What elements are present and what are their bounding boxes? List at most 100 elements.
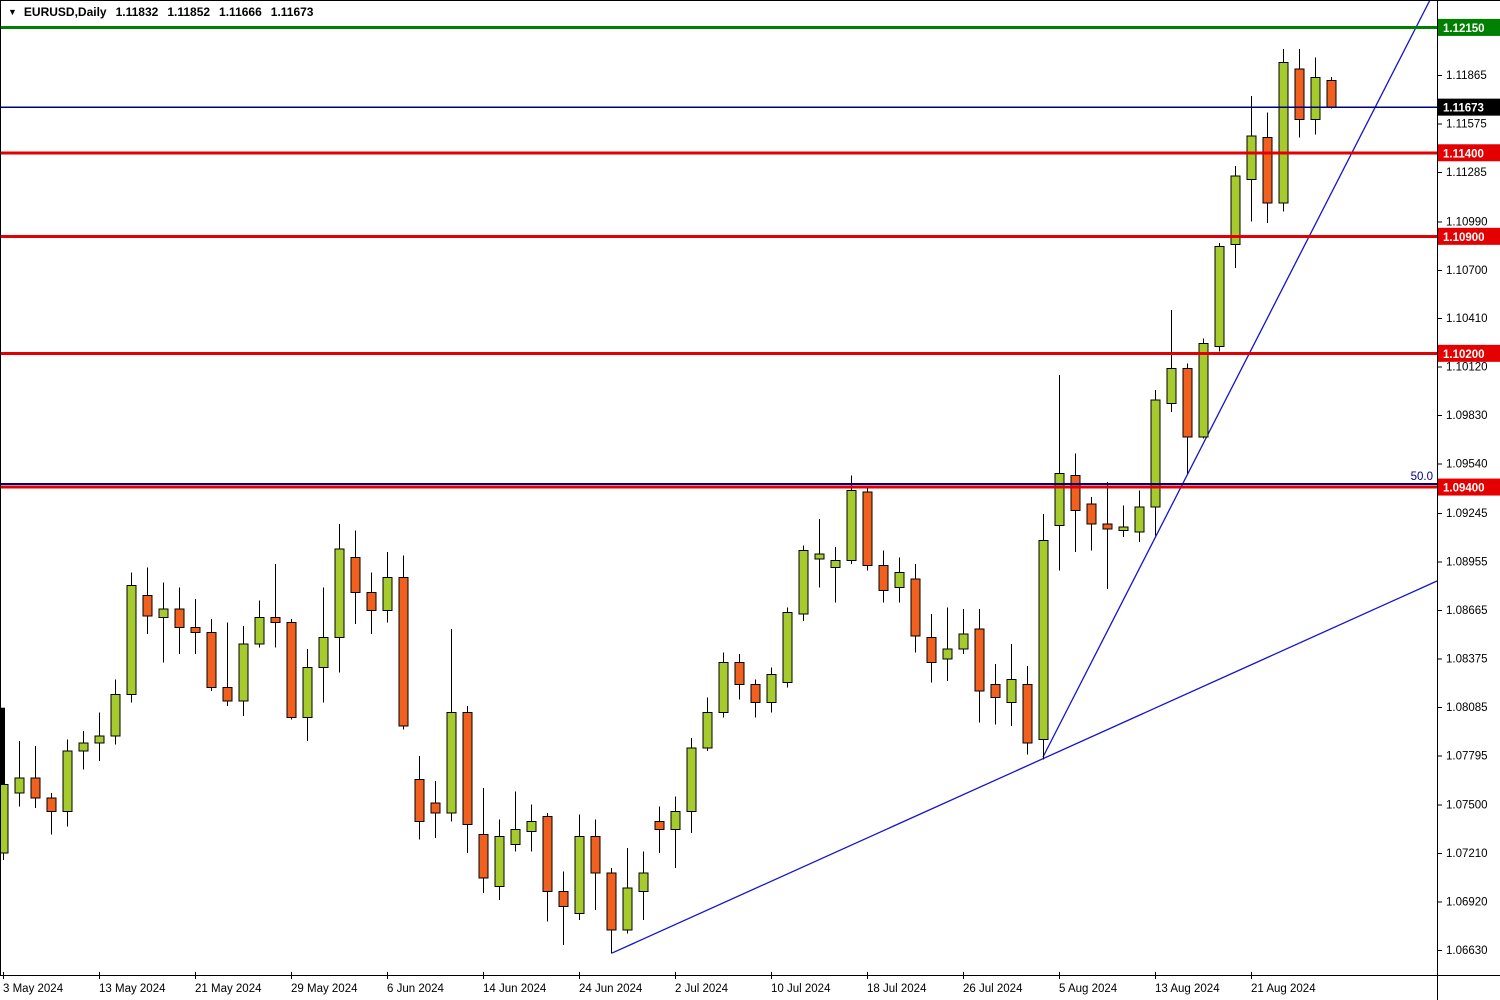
candle-15-aug: [1182, 367, 1193, 438]
candle-14-aug: [1166, 367, 1177, 404]
candle-7-jun: [398, 576, 409, 727]
price-tick-label: 1.11285: [1446, 167, 1487, 179]
candle-12-aug: [1134, 506, 1145, 533]
candle-9-jul: [750, 683, 761, 704]
steep-trendline[interactable]: [1042, 0, 1431, 758]
price-tick-label: 1.09830: [1446, 410, 1488, 422]
chart-header: ▼ EURUSD,Daily 1.11832 1.11852 1.11666 1.1167…: [8, 3, 313, 21]
candle-28-may: [270, 616, 281, 623]
candle-19-jun: [526, 820, 537, 832]
candle-26-jul: [958, 633, 969, 650]
price-level-badge: [1438, 98, 1500, 116]
candle-23-may: [222, 687, 233, 702]
candle-5-aug: [1054, 473, 1065, 526]
candle-27-aug: [1310, 77, 1321, 120]
date-tick-label: 26 Jul 2024: [963, 983, 1023, 995]
candle-28-jun: [638, 872, 649, 893]
price-badge-label: 1.12150: [1443, 23, 1485, 35]
candle-18-jun: [510, 829, 521, 846]
price-badge-label: 1.10200: [1443, 349, 1485, 361]
price-badge-label: 1.10900: [1443, 232, 1485, 244]
symbol-dropdown-icon[interactable]: ▼: [8, 6, 17, 17]
date-tick-label: 2 Jul 2024: [675, 983, 729, 995]
price-tick-label: 1.08955: [1446, 556, 1488, 568]
candle-24-may: [238, 643, 249, 702]
candle-13-may: [94, 735, 105, 744]
price-tick-label: 1.08375: [1446, 653, 1488, 665]
price-tick-label: 1.10120: [1446, 362, 1488, 374]
candle-22-jul: [894, 571, 905, 588]
symbol-period-label: EURUSD,Daily: [23, 5, 107, 19]
candle-31-jul: [1006, 678, 1017, 704]
candle-11-jul: [782, 611, 793, 684]
price-level-badge: [1438, 478, 1500, 496]
candle-6-jun: [382, 576, 393, 612]
date-tick-label: 5 Aug 2024: [1059, 983, 1118, 995]
candle-16-aug: [1198, 342, 1209, 438]
candle-10-jul: [766, 673, 777, 704]
candle-20-may: [174, 608, 185, 628]
candle-3-jul: [686, 747, 697, 812]
candle-17-jun: [494, 835, 505, 888]
candle-28-aug: [1326, 80, 1337, 108]
candle-27-jun: [622, 887, 633, 931]
candle-3-jun: [334, 548, 345, 638]
candle-8-aug: [1102, 523, 1113, 530]
candle-21-may: [190, 626, 201, 633]
candle-24-jul: [926, 636, 937, 664]
date-tick-label: 18 Jul 2024: [867, 983, 927, 995]
candle-3-may: [0, 784, 9, 854]
price-level-badge: [1438, 344, 1500, 362]
candle-13-jun: [462, 712, 473, 826]
price-tick-label: 1.09540: [1446, 459, 1488, 471]
candle-7-may: [30, 777, 41, 799]
price-badge-label: 1.09400: [1443, 483, 1485, 495]
candle-1-aug: [1022, 683, 1033, 744]
candle-20-jun: [542, 815, 553, 893]
date-tick-label: 3 May 2024: [3, 983, 64, 995]
price-tick-label: 1.07210: [1446, 848, 1488, 860]
price-tick-label: 1.06920: [1446, 897, 1488, 909]
candle-18-jul: [862, 491, 873, 567]
candle-20-aug: [1230, 175, 1241, 246]
candle-16-may: [142, 595, 153, 617]
quote-close: 1.11673: [270, 5, 314, 19]
candle-27-may: [254, 616, 265, 645]
candle-9-aug: [1118, 526, 1129, 532]
price-level-badge: [1438, 18, 1500, 36]
price-tick-label: 1.08085: [1446, 702, 1488, 714]
candle-21-jun: [558, 891, 569, 908]
date-tick-label: 21 Aug 2024: [1251, 983, 1316, 995]
candle-25-jun: [590, 835, 601, 874]
candle-10-may: [78, 742, 89, 752]
candle-10-jun: [414, 779, 425, 822]
candle-19-jul: [878, 565, 889, 592]
date-tick-label: 13 Aug 2024: [1155, 983, 1220, 995]
price-tick-label: 1.10410: [1446, 313, 1488, 325]
candle-4-jul: [702, 712, 713, 749]
quote-low: 1.11666: [219, 5, 262, 19]
candle-6-aug: [1070, 474, 1081, 511]
support-trendline[interactable]: [611, 580, 1438, 954]
date-tick-label: 13 May 2024: [99, 983, 166, 995]
candle-12-jul: [798, 550, 809, 615]
candle-13-aug: [1150, 399, 1161, 508]
candle-8-may: [46, 797, 57, 812]
price-level-badge: [1438, 144, 1500, 162]
candle-16-jul: [830, 560, 841, 568]
price-level-badge: [1438, 227, 1500, 245]
price-tick-label: 1.06630: [1446, 945, 1488, 957]
candle-11-jun: [430, 802, 441, 814]
candle-5-jul: [718, 662, 729, 714]
candle-5-jun: [366, 591, 377, 612]
candle-4-jun: [350, 556, 361, 593]
candle-21-aug: [1246, 135, 1257, 181]
candle-19-aug: [1214, 245, 1225, 348]
candle-17-jul: [846, 489, 857, 562]
candle-17-may: [158, 608, 169, 618]
candle-30-jul: [990, 683, 1001, 699]
price-tick-label: 1.08665: [1446, 605, 1488, 617]
date-tick-label: 10 Jul 2024: [771, 983, 831, 995]
